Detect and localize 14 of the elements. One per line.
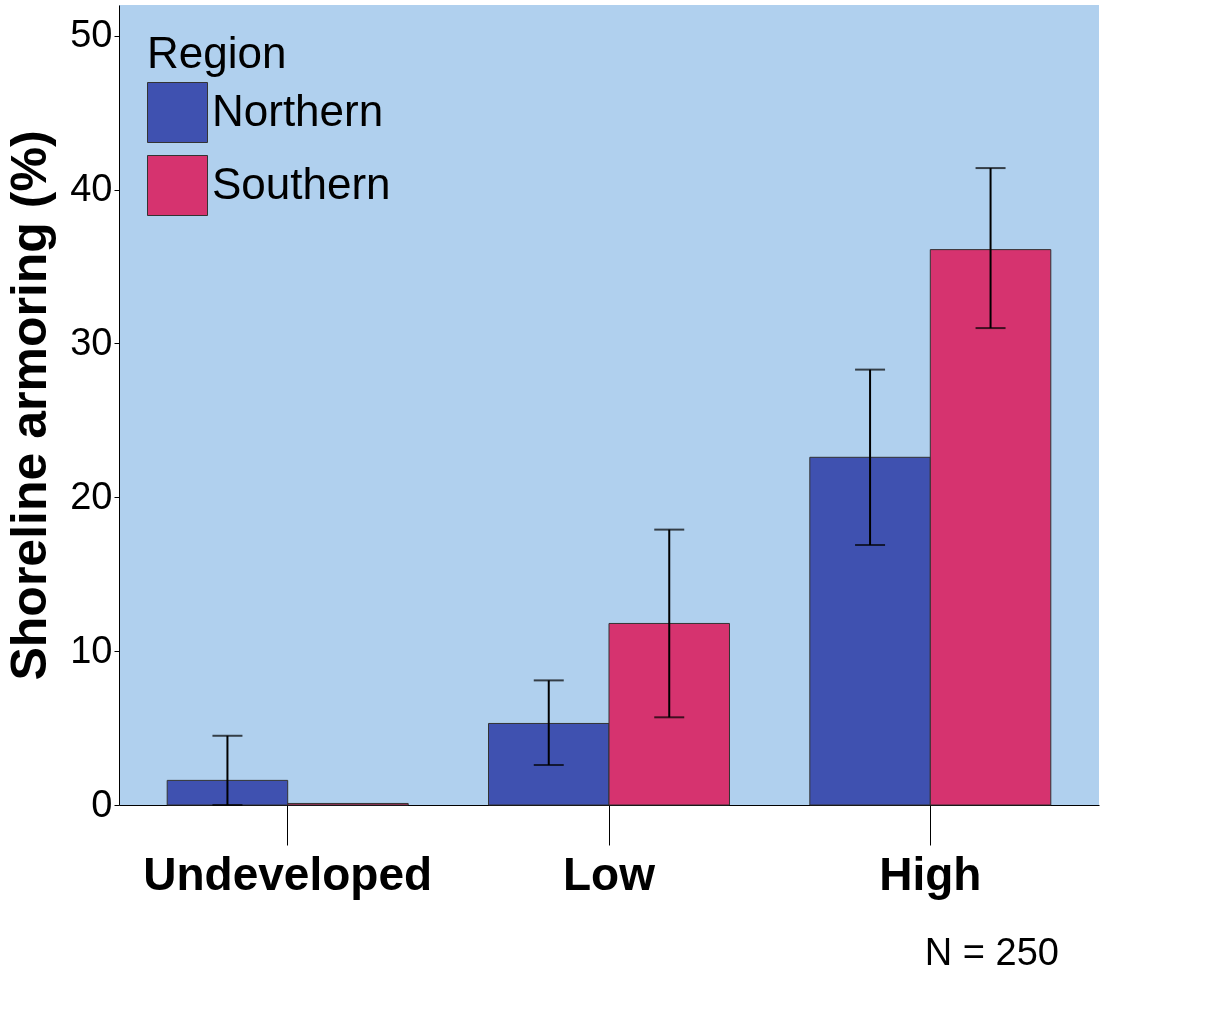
x-tick-label: Low [563, 847, 656, 900]
y-tick-label: 40 [70, 167, 113, 210]
legend-label: Northern [212, 85, 384, 135]
legend-title: Region [147, 28, 287, 77]
text: N = 250 [924, 931, 1059, 973]
x-tick-label: High [879, 847, 982, 900]
y-tick-label: 0 [91, 782, 113, 825]
y-tick-label: 20 [70, 474, 113, 517]
y-tick-label: 10 [70, 628, 113, 671]
y-axis-title: Shoreline armoring (%) [1, 130, 58, 681]
y-tick-label: 50 [70, 13, 113, 56]
legend-label: Southern [212, 158, 391, 208]
x-tick-label: Undeveloped [143, 847, 433, 900]
y-tick-label: 30 [70, 320, 113, 363]
